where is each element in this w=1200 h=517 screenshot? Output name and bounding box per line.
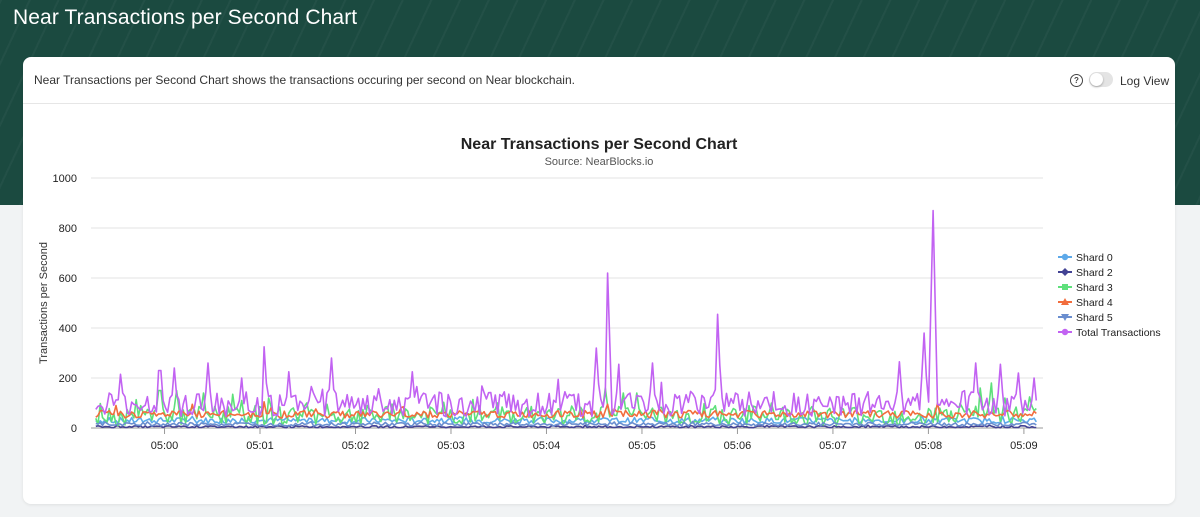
legend-label: Shard 4 bbox=[1076, 297, 1113, 309]
legend-marker-triangle-down bbox=[1061, 314, 1069, 321]
x-tick-label: 05:09 bbox=[1010, 440, 1038, 452]
legend-marker-square bbox=[1062, 284, 1068, 290]
legend-label: Shard 3 bbox=[1076, 282, 1113, 294]
series-line-shard-5 bbox=[95, 420, 1037, 427]
chart-description: Near Transactions per Second Chart shows… bbox=[34, 73, 575, 87]
log-view-label: Log View bbox=[1120, 74, 1170, 88]
x-tick-label: 05:08 bbox=[915, 440, 943, 452]
legend-marker-diamond bbox=[1061, 268, 1069, 276]
y-tick-label: 800 bbox=[59, 223, 77, 235]
legend-label: Shard 2 bbox=[1076, 267, 1113, 279]
x-tick-label: 05:05 bbox=[628, 440, 656, 452]
y-tick-label: 200 bbox=[59, 373, 77, 385]
legend-marker-circle bbox=[1061, 328, 1069, 336]
y-axis-label: Transactions per Second bbox=[38, 242, 50, 364]
series-line-shard-0 bbox=[95, 415, 1037, 425]
legend-label: Total Transactions bbox=[1076, 327, 1161, 339]
chart-legend: Shard 0 Shard 2 Shard 3 Shard 4 Shard 5 Total… bbox=[1058, 252, 1161, 339]
series-line-total-transactions bbox=[95, 209, 1038, 418]
x-tick-label: 05:04 bbox=[533, 440, 561, 452]
chart-title: Near Transactions per Second Chart bbox=[461, 136, 738, 153]
question-circle-icon[interactable]: ? bbox=[1070, 74, 1083, 87]
legend-label: Shard 5 bbox=[1076, 312, 1113, 324]
card-header: Near Transactions per Second Chart shows… bbox=[23, 57, 1175, 104]
x-tick-label: 05:01 bbox=[246, 440, 274, 452]
x-tick-label: 05:07 bbox=[819, 440, 847, 452]
log-view-toggle[interactable] bbox=[1089, 72, 1113, 87]
x-tick-label: 05:06 bbox=[724, 440, 752, 452]
y-tick-label: 600 bbox=[59, 273, 77, 285]
page-title: Near Transactions per Second Chart bbox=[13, 6, 358, 29]
legend-label: Shard 0 bbox=[1076, 252, 1113, 264]
x-tick-label: 05:02 bbox=[342, 440, 370, 452]
y-tick-label: 1000 bbox=[53, 173, 77, 185]
tps-line-chart: Near Transactions per Second Chart Sourc… bbox=[38, 136, 1161, 452]
y-tick-label: 0 bbox=[71, 423, 77, 435]
legend-marker-triangle bbox=[1061, 298, 1069, 305]
series-line-shard-3 bbox=[95, 382, 1037, 427]
legend-marker-circle bbox=[1061, 253, 1069, 261]
x-tick-label: 05:00 bbox=[151, 440, 179, 452]
chart-card: Near Transactions per Second Chart shows… bbox=[23, 57, 1175, 504]
series-line-shard-2 bbox=[95, 424, 1037, 429]
y-tick-label: 400 bbox=[59, 323, 77, 335]
grid-lines bbox=[91, 177, 1043, 429]
toggle-knob bbox=[1090, 73, 1103, 86]
chart-subtitle: Source: NearBlocks.io bbox=[545, 156, 654, 168]
x-tick-label: 05:03 bbox=[437, 440, 465, 452]
axes: 0 200 400 600 800 1000 05:00 05:01 05:02 05:03 05:… bbox=[53, 173, 1038, 452]
series-lines bbox=[95, 209, 1038, 429]
